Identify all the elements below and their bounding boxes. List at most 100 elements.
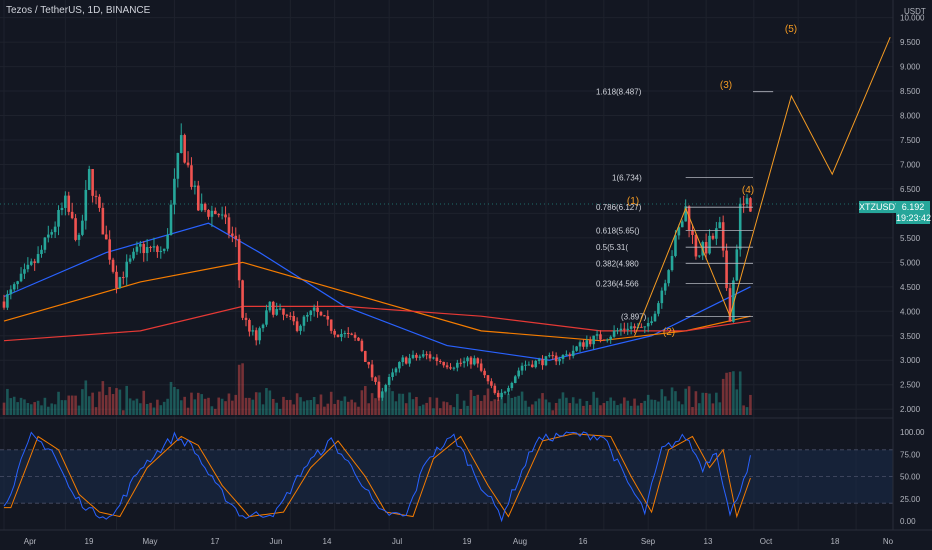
volume-bar bbox=[715, 392, 718, 415]
candle-body bbox=[544, 356, 548, 366]
volume-bar bbox=[732, 371, 735, 415]
volume-bar bbox=[449, 405, 452, 415]
volume-bar bbox=[340, 400, 343, 415]
time-tick-label: 19 bbox=[85, 537, 94, 546]
volume-bar bbox=[636, 405, 640, 415]
oscillator-tick-label: 0.00 bbox=[900, 517, 916, 526]
fibonacci-levels: 1.618(8.487) 1(6.734) 0.786(6.127) 0.618(5.… bbox=[596, 88, 774, 321]
volume-bar bbox=[568, 403, 572, 415]
time-tick-label: No bbox=[883, 537, 894, 546]
chart-title: Tezos / TetherUS, 1D, BINANCE bbox=[6, 5, 151, 16]
volume-bar bbox=[421, 404, 425, 415]
volume-bar bbox=[227, 393, 231, 415]
candle-body bbox=[370, 364, 374, 378]
time-tick-label: Jul bbox=[392, 537, 402, 546]
volume-bar bbox=[415, 396, 418, 415]
candle-body bbox=[660, 290, 664, 304]
fib-level-label: 0.236(4.566 bbox=[596, 280, 639, 289]
volume-bar bbox=[16, 402, 19, 415]
candle-body bbox=[749, 198, 752, 212]
volume-bar bbox=[53, 404, 57, 415]
volume-bar bbox=[544, 399, 548, 415]
candle-body bbox=[217, 214, 221, 216]
candle-body bbox=[224, 214, 227, 218]
volume-bar bbox=[289, 399, 292, 415]
volume-bar bbox=[29, 404, 33, 415]
volume-bar bbox=[248, 397, 251, 415]
volume-bar bbox=[145, 404, 149, 415]
candle-body bbox=[425, 354, 428, 356]
candle-body bbox=[629, 326, 633, 329]
volume-bar bbox=[602, 402, 606, 415]
candle-body bbox=[605, 339, 609, 341]
volume-bar bbox=[152, 407, 156, 415]
candle-body bbox=[115, 271, 118, 288]
volume-bar bbox=[346, 401, 350, 415]
candle-body bbox=[29, 261, 33, 265]
oscillator-tick-label: 75.00 bbox=[900, 450, 921, 459]
candle-body bbox=[350, 333, 353, 335]
volume-bar bbox=[616, 405, 619, 415]
candle-body bbox=[162, 248, 166, 251]
candle-body bbox=[732, 280, 735, 322]
candle-body bbox=[551, 355, 555, 357]
candle-body bbox=[694, 234, 698, 257]
volume-bar bbox=[224, 401, 227, 415]
volume-bar bbox=[418, 406, 422, 415]
volume-bar bbox=[9, 398, 13, 415]
price-tick-label: 2.000 bbox=[900, 405, 921, 414]
candle-body bbox=[19, 273, 23, 282]
fib-level-label: (3.897) bbox=[621, 312, 647, 321]
volume-bar bbox=[23, 399, 26, 415]
volume-bar bbox=[698, 403, 701, 415]
price-tick-label: 4.000 bbox=[900, 307, 921, 316]
candle-body bbox=[568, 354, 572, 357]
time-tick-label: Sep bbox=[641, 537, 656, 546]
price-axis[interactable]: 10.000 9.500 9.000 8.500 8.000 7.500 7.000 6.50… bbox=[900, 14, 925, 415]
price-tick-label: 5.500 bbox=[900, 234, 921, 243]
candle-body bbox=[336, 334, 340, 337]
candle-body bbox=[486, 375, 490, 382]
candle-body bbox=[401, 357, 405, 363]
volume-bar bbox=[203, 398, 207, 415]
volume-bar bbox=[77, 405, 81, 415]
candle-body bbox=[657, 303, 660, 314]
volume-bar bbox=[74, 395, 77, 415]
candle-body bbox=[196, 185, 200, 211]
candle-body bbox=[282, 308, 285, 315]
volume-bar bbox=[60, 400, 64, 415]
volume-bar bbox=[193, 399, 197, 415]
candle-body bbox=[64, 195, 67, 208]
time-axis[interactable]: Apr 19 May 17 Jun 14 Jul 19 Aug 16 Sep 13 Oct 18 No bbox=[24, 537, 894, 546]
oscillator-axis[interactable]: 100.00 75.00 50.00 25.00 0.00 bbox=[900, 428, 925, 526]
candle-body bbox=[698, 255, 701, 257]
candle-body bbox=[459, 362, 463, 364]
volume-bar bbox=[367, 403, 370, 415]
candle-body bbox=[169, 204, 173, 235]
volume-bar bbox=[479, 400, 483, 415]
volume-bar bbox=[503, 403, 507, 415]
candle-body bbox=[680, 221, 684, 228]
candle-body bbox=[599, 334, 602, 340]
candle-body bbox=[16, 281, 19, 285]
volume-bar bbox=[278, 408, 282, 415]
volume-bar bbox=[254, 392, 258, 415]
candle-body bbox=[271, 301, 275, 315]
candle-body bbox=[718, 222, 722, 229]
volume-bar bbox=[217, 397, 221, 415]
candle-body bbox=[98, 196, 101, 208]
volume-bar bbox=[115, 388, 118, 415]
candle-body bbox=[708, 235, 711, 254]
time-tick-label: 18 bbox=[831, 537, 840, 546]
time-tick-label: 19 bbox=[463, 537, 472, 546]
volume-bar bbox=[40, 405, 43, 415]
candle-body bbox=[183, 135, 186, 163]
volume-bar bbox=[496, 399, 500, 415]
price-tick-label: 5.000 bbox=[900, 258, 921, 267]
volume-bar bbox=[156, 399, 159, 415]
volume-bar bbox=[588, 404, 592, 415]
volume-bar bbox=[561, 392, 565, 415]
candle-body bbox=[128, 258, 132, 262]
candle-body bbox=[67, 195, 71, 212]
